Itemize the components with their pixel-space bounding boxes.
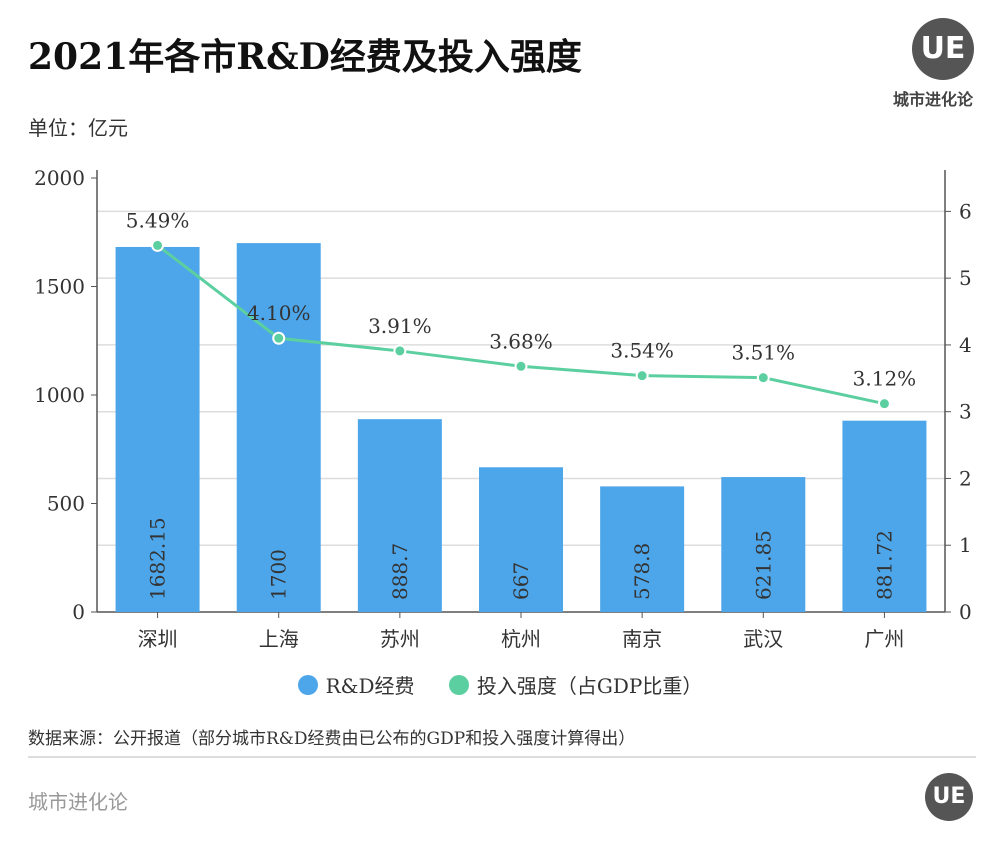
right-tick-label: 2 [959, 466, 972, 490]
footer-logo: UE [925, 773, 973, 821]
logo-text: UE [932, 784, 966, 809]
x-tick-label: 深圳 [138, 627, 178, 651]
x-tick-label: 上海 [259, 627, 299, 651]
bar-value-label: 888.7 [388, 543, 412, 600]
unit-label: 单位：亿元 [28, 116, 128, 140]
footer-brand: 城市进化论 [28, 790, 128, 814]
bar-value-label: 1700 [267, 549, 291, 600]
divider [28, 756, 976, 758]
right-tick-label: 0 [959, 600, 972, 624]
legend: R&D经费 投入强度（占GDP比重） [0, 670, 1000, 700]
chart-title: 2021年各市R&D经费及投入强度 [28, 36, 582, 78]
line-point [151, 238, 165, 252]
legend-item-line: 投入强度（占GDP比重） [448, 670, 703, 699]
x-tick-label: 南京 [622, 627, 662, 651]
line-point [393, 344, 407, 358]
line-value-label: 3.51% [732, 341, 796, 365]
bar [236, 243, 321, 612]
bar [842, 420, 927, 612]
right-tick-label: 4 [959, 333, 972, 357]
left-tick-label: 2000 [34, 166, 85, 190]
x-tick-label: 武汉 [743, 627, 783, 651]
x-tick-label: 广州 [864, 627, 904, 651]
right-tick-label: 1 [959, 533, 972, 557]
left-tick-label: 500 [47, 492, 85, 516]
line-value-label: 3.68% [489, 329, 553, 353]
right-tick-label: 5 [959, 266, 972, 290]
bar [115, 246, 200, 612]
line-value-label: 3.91% [368, 314, 432, 338]
right-tick-label: 6 [959, 199, 972, 223]
x-tick-label: 杭州 [501, 627, 541, 651]
bar [357, 419, 442, 612]
brand-name: 城市进化论 [893, 90, 974, 109]
chart-svg: 0 1 2 3 4 5 6 0 500 1000 1500 2000 1682.15 深圳 1700 上海 88… [34, 166, 972, 651]
line-value-label: 4.10% [247, 301, 311, 325]
bar [479, 467, 563, 612]
bar-value-label: 881.72 [872, 530, 896, 600]
brand-logo: UE [912, 18, 974, 80]
line-point [272, 331, 286, 345]
left-tick-label: 1000 [34, 383, 85, 407]
left-tick-label: 0 [72, 600, 85, 624]
bar-value-label: 1682.15 [146, 517, 170, 600]
left-tick-label: 1500 [34, 275, 85, 299]
x-tick-label: 苏州 [380, 627, 420, 651]
legend-dot-icon [448, 674, 469, 695]
bar [721, 477, 806, 612]
line-value-label: 3.12% [853, 367, 917, 391]
right-tick-label: 3 [959, 400, 972, 424]
legend-dot-icon [297, 674, 318, 695]
legend-item-bar: R&D经费 [297, 670, 415, 699]
legend-label: 投入强度（占GDP比重） [476, 674, 703, 698]
legend-label: R&D经费 [325, 674, 415, 698]
bar-value-label: 578.8 [630, 543, 654, 600]
source-note: 数据来源：公开报道（部分城市R&D经费由已公布的GDP和投入强度计算得出） [28, 729, 636, 749]
line-point [877, 397, 891, 411]
line-point [635, 369, 649, 383]
line-value-label: 3.54% [610, 339, 674, 363]
line-value-label: 5.49% [126, 208, 190, 232]
line-point [756, 371, 770, 385]
bar [600, 486, 685, 612]
bar-value-label: 667 [509, 562, 533, 600]
line-point [514, 359, 528, 373]
bar-value-label: 621.85 [751, 530, 775, 600]
logo-text: UE [920, 31, 966, 66]
